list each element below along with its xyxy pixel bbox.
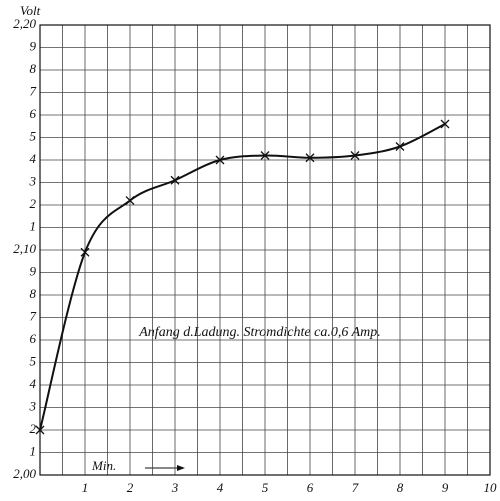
y-tick-label: 9 bbox=[30, 38, 37, 53]
y-tick-label: 8 bbox=[30, 286, 37, 301]
x-tick-label: 3 bbox=[171, 480, 179, 495]
y-tick-label: 5 bbox=[30, 353, 37, 368]
x-tick-label: 6 bbox=[307, 480, 314, 495]
point bbox=[305, 153, 315, 163]
point bbox=[395, 142, 405, 151]
point bbox=[35, 425, 45, 435]
point bbox=[125, 196, 135, 205]
y-tick-label: 4 bbox=[30, 151, 37, 166]
y-tick-label: 7 bbox=[30, 308, 37, 323]
x-tick-label: 4 bbox=[217, 480, 224, 495]
point bbox=[260, 151, 270, 160]
arrow-head bbox=[177, 465, 185, 471]
point bbox=[170, 175, 180, 185]
y-tick-label: 3 bbox=[29, 173, 37, 188]
y-tick-label: 4 bbox=[30, 376, 37, 391]
point bbox=[350, 151, 360, 160]
x-tick-label: 1 bbox=[82, 480, 89, 495]
y-tick-label: 1 bbox=[30, 443, 37, 458]
y-tick-label: 3 bbox=[29, 398, 37, 413]
y-tick-label: 2,20 bbox=[13, 16, 36, 31]
y-tick-label: 2 bbox=[30, 421, 37, 436]
x-axis-label: Min. bbox=[91, 458, 116, 473]
y-axis-label: Volt bbox=[20, 3, 41, 18]
y-tick-label: 9 bbox=[30, 263, 37, 278]
x-tick-label: 8 bbox=[397, 480, 404, 495]
y-tick-label: 6 bbox=[30, 106, 37, 121]
y-tick-label: 7 bbox=[30, 83, 37, 98]
point bbox=[440, 119, 450, 129]
y-tick-label: 1 bbox=[30, 218, 37, 233]
plot-frame bbox=[39, 24, 491, 476]
y-tick-label: 2 bbox=[30, 196, 37, 211]
x-tick-label: 9 bbox=[442, 480, 449, 495]
point bbox=[80, 247, 90, 257]
annotation: Anfang d.Ladung. Stromdichte ca.0,6 Amp. bbox=[138, 325, 381, 340]
y-tick-label: 2,00 bbox=[13, 466, 36, 481]
x-tick-label: 5 bbox=[262, 480, 269, 495]
y-tick-label: 5 bbox=[30, 128, 37, 143]
x-tick-label: 10 bbox=[484, 480, 498, 495]
x-tick-label: 2 bbox=[127, 480, 134, 495]
y-tick-label: 6 bbox=[30, 331, 37, 346]
point bbox=[215, 155, 225, 165]
y-tick-label: 2,10 bbox=[13, 241, 36, 256]
y-tick-label: 8 bbox=[30, 61, 37, 76]
x-tick-label: 7 bbox=[352, 480, 359, 495]
